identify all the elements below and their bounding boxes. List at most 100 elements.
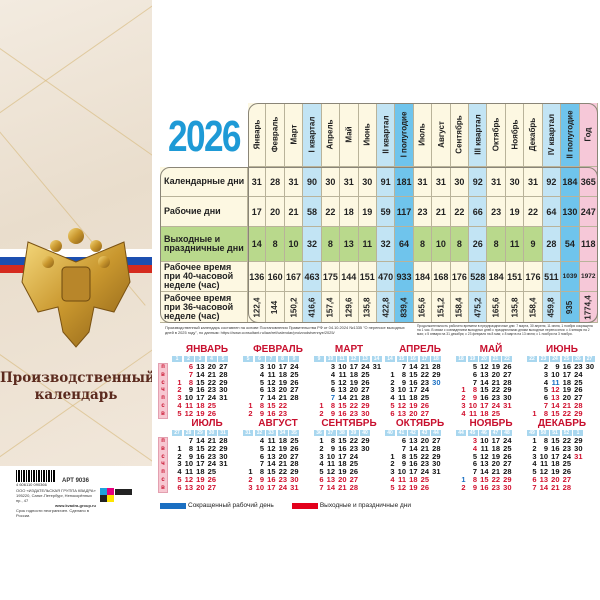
- calendar-day: 3: [259, 362, 264, 371]
- calendar-day: 12: [480, 362, 489, 371]
- table-cell: 135,8: [358, 292, 377, 323]
- calendar-day: 2: [390, 459, 395, 469]
- column-header-label: Апрель: [325, 119, 335, 150]
- week-number: 9: [289, 356, 299, 362]
- calendar-day: 10: [397, 385, 406, 395]
- cell-value: 184: [414, 271, 430, 282]
- calendar-day: 18: [338, 459, 347, 469]
- calendar-day: 16: [196, 385, 205, 395]
- weekday-label: п: [161, 438, 165, 444]
- month-name: ЯНВАРЬ: [185, 344, 229, 355]
- calendar-day: 21: [207, 369, 216, 379]
- calendar-day: 20: [278, 385, 287, 395]
- calendar-day: 9: [472, 393, 477, 403]
- table-cell: 459,8: [542, 292, 562, 323]
- table-cell: 8: [266, 227, 285, 262]
- weekday-label: с: [161, 476, 165, 483]
- calendar-day: 16: [480, 482, 489, 492]
- cell-value: 28: [546, 239, 557, 249]
- cell-value: 144: [270, 300, 280, 314]
- calendar-day: 25: [420, 393, 429, 403]
- calendar-day: 4: [259, 369, 264, 379]
- calendar-day: 4: [319, 459, 324, 469]
- calendar-day: 18: [551, 459, 560, 469]
- calendar-day: 7: [472, 467, 477, 477]
- table-cell: 175: [321, 262, 341, 292]
- calendar-day: 3: [532, 451, 537, 461]
- table-cell: 26: [469, 227, 488, 262]
- calendar-day: 12: [480, 451, 489, 461]
- month-8: АВГУСТ 31 32 33 34 35 4 11 18 25 5 12 19 26 6 13 20 27 7 14…: [243, 418, 313, 492]
- cell-value: 118: [581, 239, 596, 249]
- week-number: 43: [419, 430, 430, 436]
- table-cell: 64: [542, 197, 562, 227]
- table-cell: 8: [413, 227, 433, 262]
- week-number: 49: [527, 430, 537, 436]
- calendar-day: 15: [267, 467, 276, 477]
- calendar-day: 29: [432, 451, 441, 461]
- month-9: СЕНТЯБРЬ 36 37 38 39 40 1 8 15 22 29 2 9 16 23 30 3 10 17 2…: [314, 418, 384, 492]
- calendar-day: 13: [480, 369, 489, 379]
- calendar-day: 8: [188, 377, 193, 387]
- cell-value: 528: [470, 271, 486, 282]
- calendar-day: 6: [401, 436, 406, 445]
- week-number: 33: [266, 430, 276, 436]
- weekday-label: с: [161, 379, 165, 386]
- calendar-day: 24: [278, 482, 287, 492]
- calendar-day: 1: [177, 377, 182, 387]
- calendar-day: 12: [338, 377, 347, 387]
- calendar-day: 2: [177, 385, 182, 395]
- table-cell: 176: [450, 262, 470, 292]
- calendar-day: 22: [491, 475, 500, 484]
- calendar-day: 31: [219, 459, 228, 469]
- calendar-day: 11: [398, 393, 406, 403]
- week-number: 45: [467, 430, 478, 436]
- calendar-day: 11: [267, 369, 276, 379]
- publisher-info: 4 606110 090366 АРТ 9036 ООО «ИЗДАТЕЛЬСК…: [0, 470, 152, 530]
- table-cell: 14: [248, 227, 267, 262]
- cell-value: 31: [528, 176, 539, 187]
- table-cell: 130: [561, 197, 580, 227]
- month-name: ИЮНЬ: [546, 344, 578, 355]
- calendar-day: 8: [543, 408, 548, 418]
- weekday-label: п: [161, 469, 165, 476]
- calendar-day: 15: [551, 408, 560, 418]
- calendar-day: 21: [207, 436, 216, 445]
- calendar-day: 1: [248, 401, 253, 410]
- calendar-day: 27: [361, 385, 370, 395]
- week-number: 25: [561, 356, 572, 362]
- week-number: 1: [573, 430, 583, 436]
- calendar-day: 2: [461, 393, 466, 403]
- calendar-day: 20: [207, 362, 216, 371]
- cell-value: 11: [362, 239, 372, 249]
- cell-value: 475,2: [473, 296, 483, 318]
- table-cell: 20: [266, 197, 285, 227]
- table-cell: 1039: [561, 262, 580, 292]
- calendar-day: 22: [207, 377, 216, 387]
- calendar-day: 31: [219, 393, 228, 403]
- calendar-day: 12: [326, 467, 335, 477]
- calendar-day: 28: [432, 362, 441, 371]
- week-number: 27: [584, 356, 595, 362]
- calendar-day: 18: [278, 369, 287, 379]
- calendar-day: 18: [409, 393, 418, 403]
- calendar-day: 2: [319, 443, 324, 453]
- calendar-day: 1: [319, 436, 324, 445]
- calendar-day: 28: [562, 482, 571, 492]
- column-header: Июнь: [358, 103, 377, 167]
- table-cell: 31: [248, 167, 267, 197]
- calendar-day: 29: [361, 401, 370, 410]
- calendar-day: 28: [219, 436, 228, 445]
- calendar-day: 13: [551, 393, 560, 403]
- calendar-day: 17: [480, 401, 489, 410]
- cell-value: 26: [472, 239, 483, 249]
- calendar-day: 24: [361, 362, 370, 371]
- column-header-label: Август: [436, 121, 446, 148]
- calendar-day: 29: [219, 377, 228, 387]
- calendar-day: 7: [330, 393, 335, 403]
- calendar-day: 21: [349, 393, 358, 403]
- cell-value: 176: [451, 271, 467, 282]
- calendar-day: 21: [491, 467, 500, 477]
- calendar-day: 29: [574, 436, 583, 445]
